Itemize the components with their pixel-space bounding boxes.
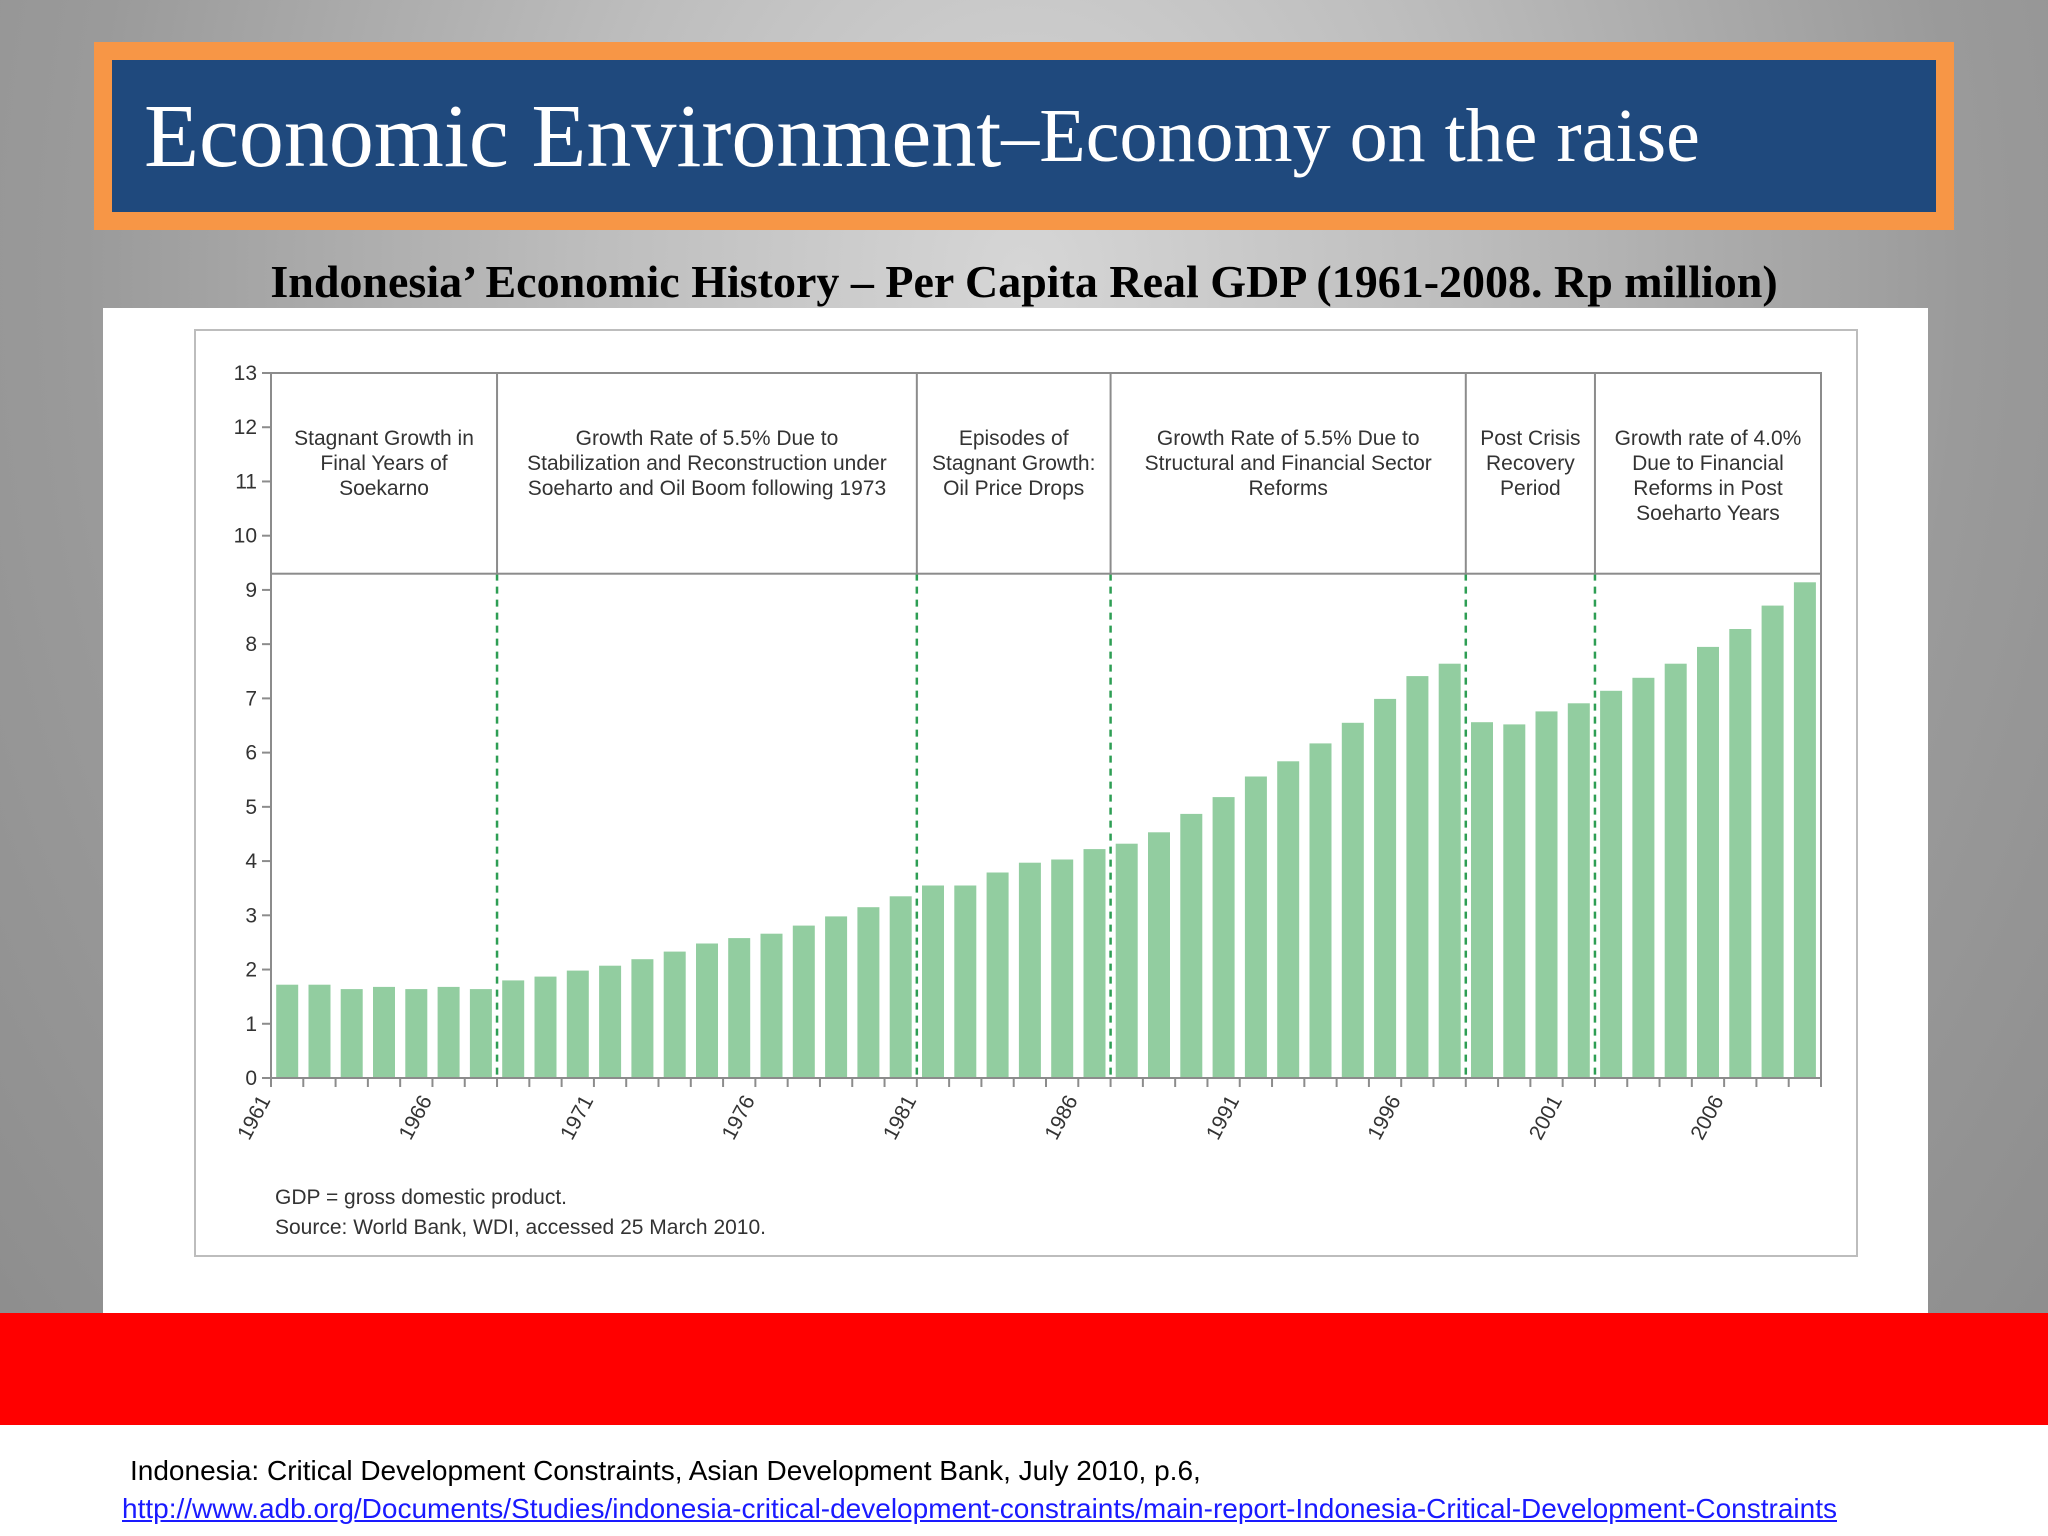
- bar-1982: [954, 885, 977, 1078]
- bar-1985: [1051, 859, 1074, 1078]
- period-label: Growth Rate of 5.5% Due to Stabilization …: [527, 427, 887, 500]
- bar-1961: [276, 984, 299, 1078]
- bar-2004: [1664, 663, 1687, 1078]
- y-tick-label: 2: [245, 959, 257, 982]
- bar-1993: [1309, 743, 1332, 1078]
- title-sub: Economy on the raise: [1039, 93, 1700, 178]
- slide-title: Economic Environment – Economy on the ra…: [112, 60, 1936, 212]
- bar-1999: [1503, 724, 1526, 1078]
- bar-2000: [1535, 711, 1558, 1078]
- chart-panel: Stagnant Growth in Final Years of Soekarno…: [103, 308, 1928, 1313]
- bar-1974: [696, 943, 718, 1078]
- bar-1980: [889, 896, 912, 1078]
- bar-1966: [437, 986, 460, 1078]
- gdp-bar-chart: Stagnant Growth in Final Years of Soekarno…: [194, 329, 1858, 1257]
- bar-1973: [663, 951, 686, 1078]
- bar-2008: [1793, 582, 1816, 1078]
- period-label: Episodes of Stagnant Growth: Oil Price Dro…: [932, 427, 1095, 500]
- footer: [0, 1425, 2048, 1536]
- bar-1964: [373, 986, 395, 1078]
- bar-1977: [792, 925, 815, 1078]
- y-tick-label: 9: [245, 579, 257, 602]
- bar-1990: [1212, 797, 1235, 1078]
- bar-1995: [1374, 698, 1397, 1078]
- bar-1962: [308, 984, 331, 1078]
- bar-1986: [1083, 849, 1106, 1078]
- title-frame: Economic Environment – Economy on the ra…: [94, 42, 1954, 230]
- bar-1979: [857, 907, 880, 1078]
- bar-1988: [1148, 832, 1170, 1078]
- bar-1996: [1406, 676, 1429, 1078]
- y-tick-label: 13: [234, 362, 257, 385]
- bar-1981: [922, 885, 944, 1078]
- y-tick-label: 5: [245, 796, 257, 819]
- bar-1963: [340, 989, 363, 1078]
- bar-2003: [1632, 677, 1655, 1078]
- bar-1984: [1018, 862, 1041, 1078]
- bar-1968: [502, 980, 525, 1078]
- bar-1976: [760, 933, 783, 1078]
- bar-2002: [1600, 690, 1623, 1078]
- bar-1978: [825, 916, 848, 1078]
- bar-1970: [566, 970, 589, 1078]
- bar-1972: [631, 959, 654, 1078]
- y-tick-label: 0: [245, 1067, 257, 1090]
- citation-link[interactable]: http://www.adb.org/Documents/Studies/ind…: [122, 1493, 1837, 1524]
- bar-1969: [534, 976, 557, 1078]
- bar-1971: [599, 965, 622, 1078]
- y-tick-label: 6: [245, 742, 257, 765]
- y-tick-label: 3: [245, 904, 257, 927]
- y-tick-label: 11: [235, 470, 257, 493]
- bar-1975: [728, 938, 751, 1078]
- bar-1994: [1341, 722, 1364, 1078]
- bar-1992: [1277, 761, 1300, 1078]
- y-tick-label: 8: [245, 633, 257, 656]
- bar-1989: [1180, 813, 1203, 1078]
- bar-1997: [1438, 663, 1461, 1078]
- bar-2006: [1729, 629, 1752, 1078]
- bar-2001: [1567, 703, 1590, 1078]
- y-tick-label: 1: [245, 1013, 257, 1036]
- chart-note: Source: World Bank, WDI, accessed 25 Mar…: [275, 1216, 766, 1239]
- bar-1967: [469, 989, 492, 1078]
- y-tick-label: 10: [234, 525, 257, 548]
- red-band: [0, 1313, 2048, 1425]
- y-tick-label: 4: [245, 850, 257, 873]
- bar-2005: [1697, 646, 1719, 1078]
- y-tick-label: 7: [245, 687, 257, 710]
- bar-1998: [1471, 722, 1493, 1078]
- period-label: Growth Rate of 5.5% Due to Structural and…: [1145, 427, 1432, 500]
- title-main: Economic Environment: [144, 86, 1002, 186]
- bar-1983: [986, 872, 1009, 1078]
- y-tick-label: 12: [234, 416, 257, 439]
- citation-text: Indonesia: Critical Development Constrai…: [130, 1455, 1201, 1486]
- chart-subtitle: Indonesia’ Economic History – Per Capita…: [270, 256, 1778, 307]
- chart-note: GDP = gross domestic product.: [275, 1186, 567, 1209]
- title-separator: –: [1001, 93, 1040, 178]
- period-label: Post Crisis Recovery Period: [1480, 427, 1580, 500]
- period-label: Growth rate of 4.0% Due to Financial Refor…: [1615, 427, 1802, 525]
- bar-1965: [405, 989, 428, 1078]
- period-label: Stagnant Growth in Final Years of Soekarno: [294, 427, 474, 500]
- bar-2007: [1761, 605, 1784, 1078]
- bar-1991: [1244, 776, 1267, 1078]
- bar-1987: [1115, 843, 1138, 1078]
